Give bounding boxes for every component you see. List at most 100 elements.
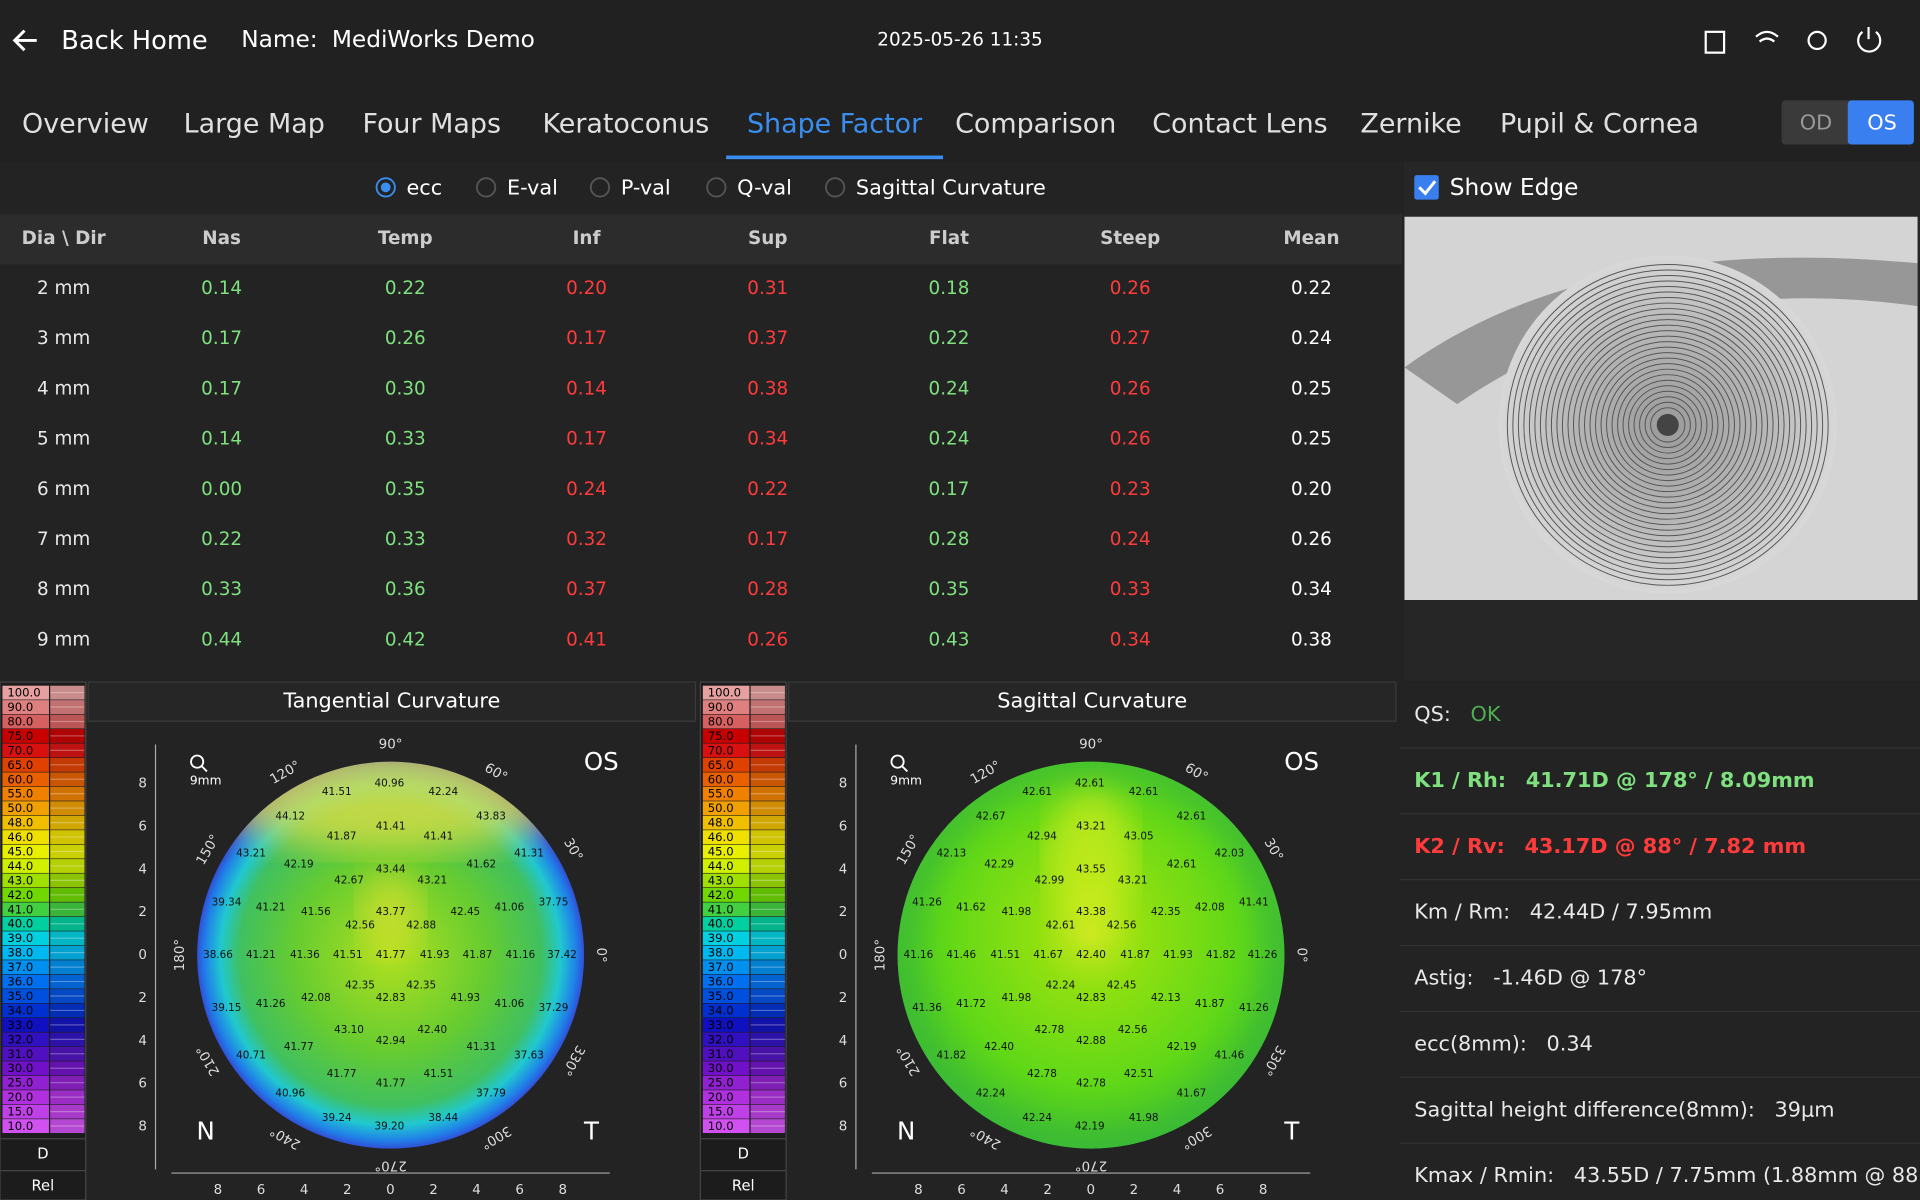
table-cell: 0.22: [1291, 278, 1332, 299]
info-value: -1.46D @ 178°: [1493, 966, 1647, 990]
tab[interactable]: Pupil & Cornea: [1500, 108, 1699, 139]
scale-label: 20.0: [708, 1090, 734, 1104]
scale-swatch: [2, 859, 49, 873]
map-value: 41.51: [333, 949, 363, 961]
x-tick-label: 4: [1173, 1183, 1182, 1198]
map-value: 41.26: [256, 998, 286, 1010]
info-label: QS:: [1414, 702, 1451, 726]
table-cell: 0.14: [201, 429, 242, 450]
scale-swatch: [702, 1090, 750, 1105]
scale-bar: [750, 859, 785, 873]
map-value: 42.29: [984, 858, 1014, 870]
scale-label: 25.0: [708, 1076, 734, 1090]
angle-label: 270°: [374, 1158, 406, 1173]
tab[interactable]: Four Maps: [362, 108, 501, 139]
radio-label[interactable]: ecc: [407, 176, 443, 200]
map-value: 41.93: [450, 992, 480, 1004]
power-icon[interactable]: [1857, 26, 1882, 53]
eye-toggle-group: OD OS: [1800, 100, 1914, 145]
scale-label: 32.0: [708, 1032, 734, 1046]
show-edge-checkbox[interactable]: [1414, 175, 1439, 200]
scale-swatch: [702, 974, 750, 989]
tab[interactable]: Zernike: [1360, 108, 1461, 139]
radio-label[interactable]: Sagittal Curvature: [856, 176, 1046, 200]
tab[interactable]: Large Map: [184, 108, 325, 139]
scale-label: 44.0: [7, 859, 33, 873]
map-value: 41.62: [956, 901, 986, 913]
eye-label: OS: [584, 747, 619, 776]
eye-option[interactable]: OS: [1867, 111, 1897, 135]
map-value: 41.67: [1033, 949, 1063, 961]
scale-label: 46.0: [708, 830, 734, 844]
scale-swatch: [2, 685, 49, 700]
scale-swatch: [2, 1061, 49, 1076]
scale-unit: D: [37, 1146, 48, 1163]
scale-swatch: [2, 916, 49, 931]
radio[interactable]: [589, 177, 611, 198]
map-title: Sagittal Curvature: [997, 689, 1187, 713]
tab[interactable]: Comparison: [955, 108, 1116, 139]
eye-label: OS: [1284, 747, 1319, 776]
scale-bar: [50, 1119, 85, 1134]
tab[interactable]: Keratoconus: [542, 108, 709, 139]
center-zone: [360, 869, 422, 956]
y-tick-label: 2: [839, 991, 848, 1006]
scale-label: 15.0: [708, 1105, 734, 1119]
scale-label: 80.0: [708, 714, 734, 728]
radio[interactable]: [375, 177, 396, 198]
show-edge-label[interactable]: Show Edge: [1450, 174, 1579, 201]
scale-label: 90.0: [7, 700, 33, 714]
zoom-icon[interactable]: [190, 754, 205, 769]
table-cell: 0.22: [747, 479, 788, 500]
nasal-label: N: [897, 1117, 915, 1146]
scale-bar: [750, 902, 785, 917]
table-cell: 0.26: [1110, 429, 1151, 450]
scale-mode[interactable]: Rel: [32, 1178, 55, 1195]
scale-bar: [750, 729, 785, 743]
scale-swatch: [2, 801, 49, 816]
scale-swatch: [702, 989, 750, 1003]
map-value: 42.08: [301, 992, 331, 1004]
x-tick-label: 6: [515, 1183, 524, 1198]
zoom-handle: [901, 765, 908, 773]
radio[interactable]: [706, 177, 727, 198]
map-value: 42.24: [428, 786, 458, 798]
scale-bar: [750, 1018, 785, 1032]
table-header-bg: [0, 214, 1403, 265]
zoom-icon[interactable]: [890, 754, 905, 769]
y-tick-label: 4: [839, 1034, 848, 1049]
radio[interactable]: [825, 177, 846, 198]
tab[interactable]: Shape Factor: [747, 108, 923, 139]
back-arrow[interactable]: [12, 29, 37, 52]
x-tick-label: 8: [214, 1183, 223, 1198]
eye-option[interactable]: OD: [1800, 111, 1832, 135]
tab-bar: Overview Large Map Four Maps Keratoconus Sha…: [22, 108, 1699, 160]
map-value: 42.88: [406, 920, 436, 932]
table-cell: 0.17: [929, 479, 970, 500]
scale-swatch: [702, 729, 750, 743]
scale-label: 40.0: [7, 917, 33, 931]
settings-icon[interactable]: [1807, 30, 1827, 51]
radio-label[interactable]: E-val: [507, 176, 558, 200]
scale-swatch: [2, 772, 49, 787]
radio-label[interactable]: Q-val: [737, 176, 792, 200]
save-icon[interactable]: [1704, 30, 1726, 54]
scale-label: 30.0: [7, 1061, 33, 1075]
map-value: 41.51: [990, 949, 1020, 961]
map-value: 41.51: [322, 786, 352, 798]
map-value: 43.77: [376, 906, 406, 918]
radio-label[interactable]: P-val: [621, 176, 671, 200]
ring: [1545, 302, 1791, 548]
wifi-icon[interactable]: [1755, 30, 1779, 43]
tab[interactable]: Overview: [22, 108, 149, 139]
angle-label: 90°: [379, 737, 403, 752]
tab[interactable]: Contact Lens: [1152, 108, 1327, 139]
scale-mode[interactable]: Rel: [732, 1178, 755, 1195]
x-tick-label: 6: [257, 1183, 266, 1198]
scale-label: 75.0: [7, 729, 33, 743]
back-home[interactable]: Back Home: [61, 26, 207, 56]
radio[interactable]: [476, 177, 497, 198]
map-value: 37.42: [547, 949, 577, 961]
center-zone: [1048, 783, 1134, 931]
x-tick-label: 8: [914, 1183, 923, 1198]
